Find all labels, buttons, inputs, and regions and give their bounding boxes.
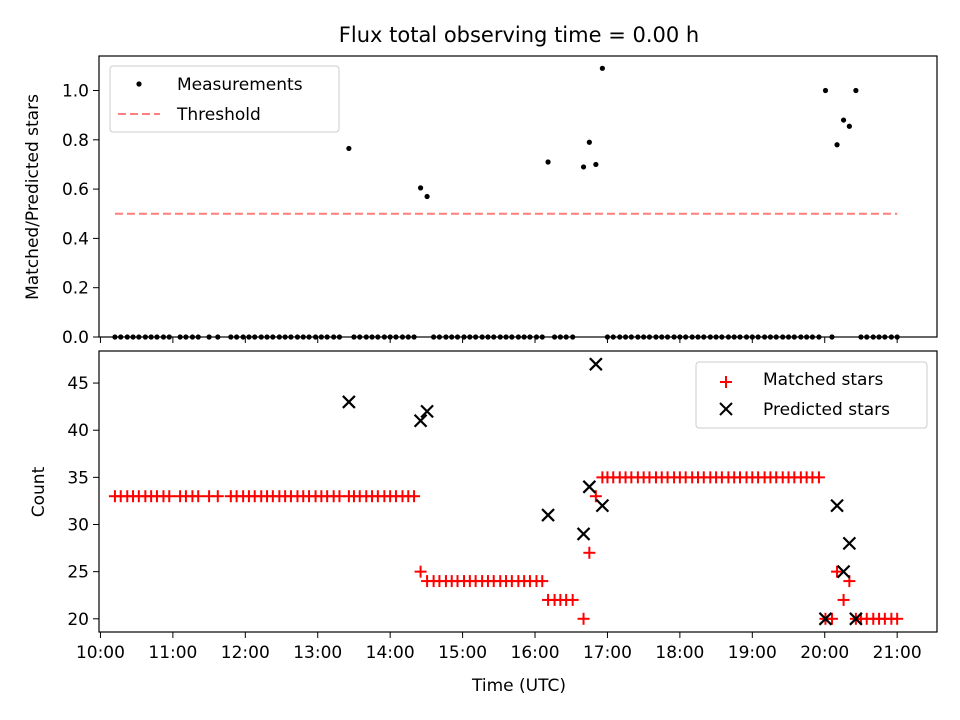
predicted-star-point [342, 395, 356, 409]
matched-star-point [837, 593, 850, 606]
measurement-point [346, 145, 352, 152]
x-tick-label: 18:00 [655, 643, 704, 663]
measurement-point [834, 142, 840, 148]
x-tick-label: 20:00 [800, 643, 849, 663]
predicted-star-point [842, 536, 857, 551]
matched-star-point [211, 490, 224, 503]
chart-title: Flux total observing time = 0.00 h [339, 23, 699, 47]
top-y-tick-label: 0.0 [62, 328, 89, 348]
predicted-star-point [420, 404, 434, 419]
legend-measurements-label: Measurements [177, 75, 303, 95]
top-y-tick-label: 0.4 [62, 229, 89, 249]
bottom-plot-marks [108, 357, 904, 626]
matched-star-point [192, 490, 205, 503]
matched-star-point [414, 565, 427, 578]
predicted-star-point [589, 357, 603, 371]
matched-star-point [831, 565, 844, 578]
bottom-y-axis-label: Count [29, 466, 49, 517]
matched-star-point [812, 471, 825, 484]
x-tick-label: 15:00 [438, 643, 487, 663]
x-tick-label: 17:00 [583, 643, 632, 663]
top-legend: Measurements Threshold [109, 65, 340, 133]
matched-star-point [163, 490, 176, 503]
measurement-point [593, 161, 599, 168]
predicted-star-point [830, 498, 844, 513]
predicted-star-point [849, 612, 863, 626]
x-tick-label: 13:00 [293, 643, 342, 663]
predicted-star-point [582, 480, 597, 494]
matched-star-point [825, 612, 838, 625]
x-tick-label: 11:00 [148, 643, 197, 663]
matched-star-point [536, 575, 549, 588]
legend-predicted-marker [719, 402, 733, 416]
measurement-point [840, 117, 847, 123]
top-plot-marks [112, 65, 900, 340]
measurement-point [417, 185, 424, 191]
matched-star-point [583, 546, 596, 559]
predicted-star-point [818, 612, 833, 626]
top-y-tick-label: 0.2 [62, 279, 89, 299]
legend-measurement-marker [136, 81, 142, 87]
x-tick-label: 10:00 [76, 643, 125, 663]
bottom-y-tick-label: 45 [67, 374, 89, 394]
top-x-ticks [99, 337, 898, 343]
matched-star-point [891, 612, 904, 625]
measurement-point [545, 159, 551, 165]
x-tick-label: 14:00 [366, 643, 415, 663]
legend-matched-marker [720, 376, 732, 388]
bottom-y-tick-label: 20 [67, 610, 89, 630]
measurement-point [853, 87, 859, 94]
predicted-star-point [836, 564, 851, 579]
top-panel: 0.0 0.2 0.4 0.6 0.8 1.0 Matched/Predicted sta… [23, 55, 938, 348]
bottom-x-ticks: 10:00 11:00 12:00 13:00 14:00 15:00 16:00 17:00… [76, 632, 922, 663]
measurement-point [599, 65, 605, 71]
x-tick-label: 12:00 [221, 643, 270, 663]
bottom-axes-frame [98, 350, 938, 633]
predicted-star-point [576, 527, 591, 541]
legend-predicted-label: Predicted stars [763, 400, 890, 420]
top-y-tick-label: 0.6 [62, 180, 89, 200]
measurement-point [822, 87, 829, 94]
bottom-y-tick-label: 30 [67, 516, 89, 536]
bottom-legend: Matched stars Predicted stars [695, 361, 928, 429]
predicted-star-point [541, 508, 555, 522]
predicted-star-point [413, 414, 428, 428]
top-y-axis-label: Matched/Predicted stars [23, 94, 43, 300]
x-tick-label: 16:00 [511, 643, 560, 663]
top-y-tick-label: 0.8 [62, 131, 89, 151]
matched-star-point [408, 490, 421, 503]
x-tick-label: 21:00 [873, 643, 922, 663]
top-axes-frame [98, 55, 938, 338]
legend-matched-label: Matched stars [763, 370, 883, 390]
x-tick-label: 19:00 [728, 643, 777, 663]
bottom-y-tick-label: 40 [67, 421, 89, 441]
measurement-point [580, 164, 587, 170]
top-y-tick-label: 1.0 [62, 82, 89, 102]
bottom-y-tick-label: 25 [67, 563, 89, 583]
bottom-panel: 20 25 30 35 40 45 10:00 11:00 12:00 13:00 14:00 15… [29, 350, 938, 696]
matched-star-point [577, 612, 590, 625]
bottom-y-ticks: 20 25 30 35 40 45 [67, 374, 99, 630]
measurement-point [846, 123, 852, 129]
measurement-point [424, 193, 430, 200]
bottom-y-tick-label: 35 [67, 468, 89, 488]
predicted-star-point [595, 498, 610, 513]
top-y-ticks: 0.0 0.2 0.4 0.6 0.8 1.0 [62, 82, 99, 348]
matched-star-point [566, 593, 579, 606]
legend-threshold-label: Threshold [176, 105, 261, 125]
measurement-point [586, 139, 592, 145]
x-axis-label: Time (UTC) [471, 676, 566, 696]
